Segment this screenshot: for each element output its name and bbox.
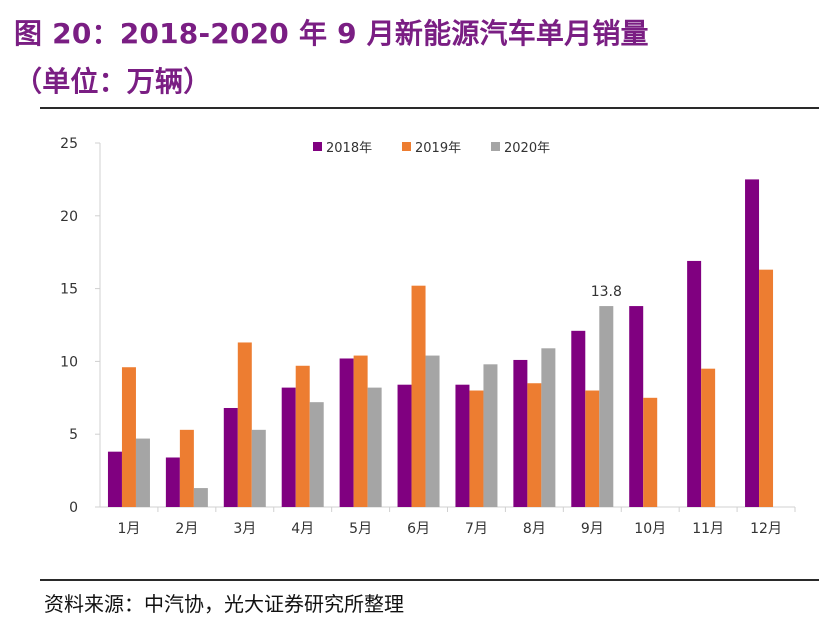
- legend-label-2018年: 2018年: [326, 141, 372, 156]
- bar-2018年-1月: [107, 451, 122, 507]
- bar-2018年-10月: [629, 306, 644, 507]
- bar-2020年-4月: [309, 402, 324, 507]
- bar-2020年-2月: [193, 488, 208, 507]
- y-tick-label: 0: [69, 500, 78, 516]
- x-tick-label: 8月: [523, 521, 546, 537]
- bar-2020年-3月: [251, 429, 266, 507]
- legend-label-2019年: 2019年: [415, 141, 461, 156]
- bar-2019年-8月: [527, 383, 542, 507]
- bar-2020年-8月: [541, 348, 556, 507]
- legend: 2018年 2019年 2020年: [313, 141, 550, 156]
- bars: [107, 179, 774, 507]
- bar-2018年-12月: [745, 179, 760, 507]
- source-note: 资料来源：中汽协，光大证券研究所整理: [44, 592, 404, 616]
- x-tick-label: 12月: [750, 521, 782, 537]
- y-tick-label: 25: [60, 136, 78, 152]
- bar-2019年-11月: [701, 368, 716, 507]
- bar-2018年-9月: [571, 330, 586, 507]
- bar-2019年-5月: [353, 355, 368, 507]
- bar-2019年-4月: [295, 365, 310, 507]
- y-tick-label: 20: [60, 209, 78, 225]
- y-tick-label: 15: [60, 282, 78, 298]
- bar-2019年-6月: [411, 285, 426, 507]
- legend-swatch-2018年: [313, 142, 322, 151]
- top-divider: [40, 107, 819, 109]
- data-label: 13.8: [591, 284, 622, 300]
- bar-2020年-7月: [483, 364, 498, 507]
- bar-2018年-6月: [397, 384, 412, 507]
- x-tick-label: 10月: [634, 521, 666, 537]
- bar-2020年-5月: [367, 387, 382, 507]
- x-tick-label: 7月: [465, 521, 488, 537]
- data-labels: 13.8: [591, 284, 622, 300]
- bar-2018年-4月: [281, 387, 296, 507]
- y-tick-label: 5: [69, 427, 78, 443]
- bar-2018年-5月: [339, 358, 354, 507]
- legend-label-2020年: 2020年: [504, 141, 550, 156]
- x-tick-label: 5月: [349, 521, 372, 537]
- x-tick-label: 6月: [407, 521, 430, 537]
- bar-2019年-3月: [237, 342, 252, 507]
- bar-2020年-1月: [135, 438, 150, 507]
- x-tick-label: 4月: [291, 521, 314, 537]
- bar-2019年-9月: [585, 390, 600, 507]
- x-tick-label: 1月: [117, 521, 140, 537]
- bar-2019年-2月: [179, 429, 194, 507]
- y-tick-label: 10: [60, 354, 78, 370]
- chart-container: 2018年 2019年 2020年 0 5 10 15 20 25 1月 2月 3月 4月 5月 6月 7月…: [0, 110, 837, 578]
- bar-2018年-3月: [223, 407, 238, 507]
- bar-2019年-7月: [469, 390, 484, 507]
- bar-2020年-9月: [599, 306, 614, 507]
- legend-swatch-2020年: [491, 142, 500, 151]
- bar-2020年-6月: [425, 355, 440, 507]
- bar-chart: 2018年 2019年 2020年 0 5 10 15 20 25 1月 2月 3月 4月 5月 6月 7月…: [60, 136, 796, 537]
- bar-2018年-8月: [513, 359, 528, 507]
- x-tick-label: 9月: [581, 521, 604, 537]
- x-tick-label: 11月: [692, 521, 724, 537]
- bar-2018年-11月: [687, 260, 702, 507]
- bar-2018年-7月: [455, 384, 470, 507]
- axes: 0 5 10 15 20 25 1月 2月 3月 4月 5月 6月 7月 8月 9月 10月 11月 12月: [60, 136, 796, 537]
- title-line-2: （单位：万辆）: [14, 65, 212, 98]
- title-line-1: 图 20：2018-2020 年 9 月新能源汽车单月销量: [14, 17, 649, 50]
- legend-swatch-2019年: [402, 142, 411, 151]
- x-tick-label: 3月: [233, 521, 256, 537]
- figure-title: 图 20：2018-2020 年 9 月新能源汽车单月销量 （单位：万辆）: [14, 10, 814, 106]
- bottom-divider: [40, 579, 819, 581]
- bar-2019年-10月: [643, 397, 658, 507]
- x-tick-label: 2月: [175, 521, 198, 537]
- bar-2019年-1月: [121, 367, 136, 507]
- bar-2018年-2月: [165, 457, 180, 507]
- bar-2019年-12月: [759, 269, 774, 507]
